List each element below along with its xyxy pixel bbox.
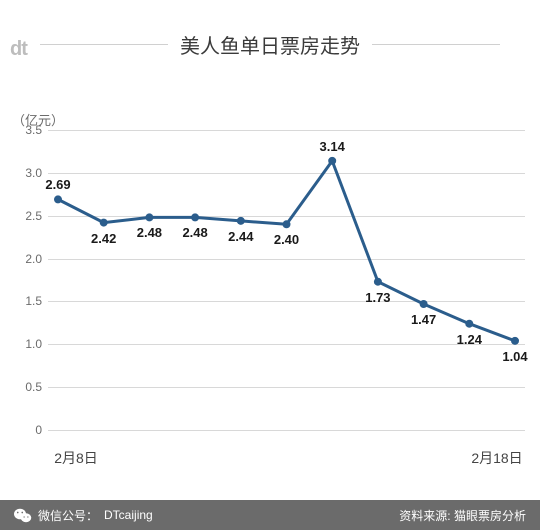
data-label: 2.48	[137, 225, 162, 240]
data-label: 2.44	[228, 229, 253, 244]
data-marker	[100, 219, 108, 227]
data-label: 2.69	[45, 177, 70, 192]
chart-line	[58, 161, 515, 341]
data-label: 1.47	[411, 312, 436, 327]
data-marker	[237, 217, 245, 225]
data-label: 1.73	[365, 290, 390, 305]
y-tick: 1.0	[20, 337, 42, 351]
data-marker	[145, 213, 153, 221]
grid-line	[48, 430, 525, 431]
y-tick: 3.0	[20, 166, 42, 180]
wechat-label: 微信公号：	[38, 507, 98, 524]
footer-bar: 微信公号： DTcaijing 资料来源: 猫眼票房分析	[0, 500, 540, 530]
data-marker	[465, 320, 473, 328]
source-label: 资料来源:	[399, 509, 450, 523]
data-label: 3.14	[320, 139, 345, 154]
wechat-icon	[14, 508, 32, 523]
data-label: 2.48	[182, 225, 207, 240]
data-marker	[420, 300, 428, 308]
data-marker	[511, 337, 519, 345]
y-tick: 3.5	[20, 123, 42, 137]
title-divider-right	[372, 44, 500, 45]
source-value: 猫眼票房分析	[454, 509, 526, 523]
footer-right: 资料来源: 猫眼票房分析	[399, 507, 526, 524]
chart-area: （亿元） 00.51.01.52.02.53.03.5 2.692.422.48…	[0, 110, 540, 480]
data-label: 1.04	[502, 349, 527, 364]
data-marker	[328, 157, 336, 165]
data-label: 2.42	[91, 231, 116, 246]
y-tick: 2.5	[20, 209, 42, 223]
x-tick-first: 2月8日	[54, 448, 98, 468]
data-marker	[374, 278, 382, 286]
data-marker	[283, 220, 291, 228]
title-divider-left	[40, 44, 168, 45]
chart-title: 美人鱼单日票房走势	[180, 30, 360, 59]
logo: dt	[10, 38, 27, 61]
x-tick-last: 2月18日	[471, 448, 522, 468]
data-marker	[54, 195, 62, 203]
wechat-account: DTcaijing	[104, 508, 153, 522]
data-label: 2.40	[274, 232, 299, 247]
footer-left: 微信公号： DTcaijing	[14, 507, 153, 524]
chart-title-row: 美人鱼单日票房走势	[0, 30, 540, 59]
y-tick: 0	[20, 423, 42, 437]
plot-region: 2.69 2.42 2.48 2.48 2.44 2.40 3.14 1.73 1.47 1.24…	[48, 130, 525, 430]
y-tick: 1.5	[20, 294, 42, 308]
data-marker	[191, 213, 199, 221]
y-tick: 2.0	[20, 252, 42, 266]
line-chart-svg	[48, 130, 525, 430]
data-label: 1.24	[457, 332, 482, 347]
y-tick: 0.5	[20, 380, 42, 394]
